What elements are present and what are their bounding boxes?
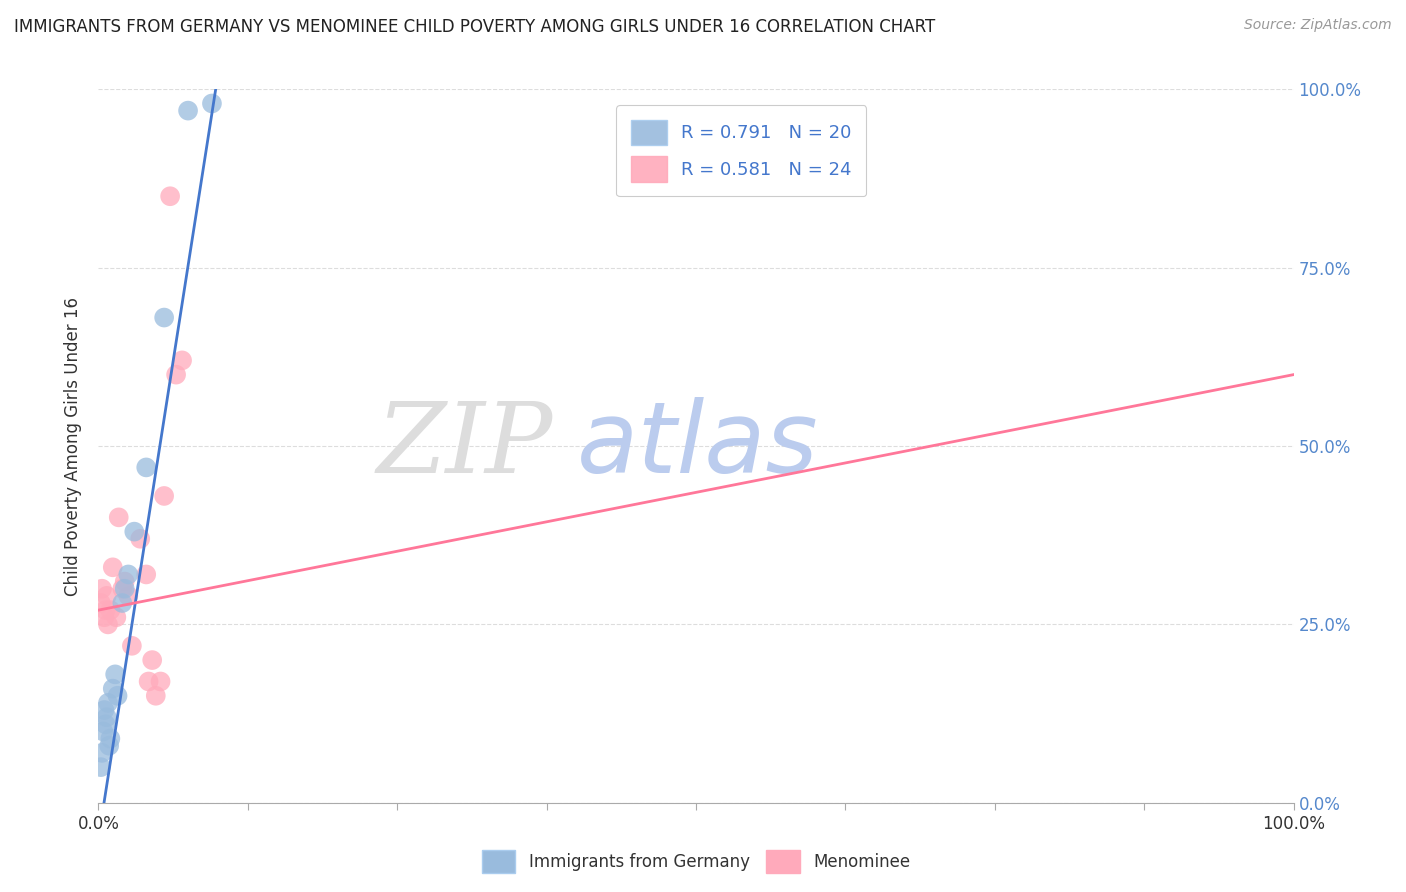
Point xyxy=(90,596,112,610)
Point xyxy=(114,574,136,589)
Point xyxy=(91,724,114,739)
Point xyxy=(93,703,115,717)
Point xyxy=(153,489,176,503)
Point xyxy=(201,96,224,111)
Point xyxy=(172,353,194,368)
Text: ZIP: ZIP xyxy=(377,399,553,493)
Point xyxy=(93,610,115,624)
Point xyxy=(138,674,160,689)
Y-axis label: Child Poverty Among Girls Under 16: Child Poverty Among Girls Under 16 xyxy=(65,296,83,596)
Point xyxy=(117,567,139,582)
Text: atlas: atlas xyxy=(576,398,818,494)
Point xyxy=(124,524,146,539)
Legend: Immigrants from Germany, Menominee: Immigrants from Germany, Menominee xyxy=(475,843,917,880)
Point xyxy=(135,567,157,582)
Point xyxy=(98,731,122,746)
Point xyxy=(96,589,118,603)
Point xyxy=(111,582,134,596)
Point xyxy=(101,560,124,574)
Point xyxy=(96,710,118,724)
Point xyxy=(91,582,114,596)
Point xyxy=(91,746,114,760)
Point xyxy=(98,603,122,617)
Point xyxy=(111,596,134,610)
Point xyxy=(117,589,139,603)
Point xyxy=(105,610,128,624)
Point xyxy=(165,368,187,382)
Point xyxy=(135,460,157,475)
Point xyxy=(101,681,124,696)
Point xyxy=(149,674,172,689)
Point xyxy=(94,603,117,617)
Point xyxy=(107,689,129,703)
Point xyxy=(104,667,127,681)
Point xyxy=(97,696,120,710)
Point xyxy=(159,189,181,203)
Text: Source: ZipAtlas.com: Source: ZipAtlas.com xyxy=(1244,18,1392,32)
Point xyxy=(121,639,143,653)
Text: IMMIGRANTS FROM GERMANY VS MENOMINEE CHILD POVERTY AMONG GIRLS UNDER 16 CORRELAT: IMMIGRANTS FROM GERMANY VS MENOMINEE CHI… xyxy=(14,18,935,36)
Point xyxy=(114,582,136,596)
Point xyxy=(153,310,176,325)
Point xyxy=(141,653,163,667)
Point xyxy=(177,103,200,118)
Point xyxy=(129,532,152,546)
Point xyxy=(97,617,120,632)
Point xyxy=(90,760,112,774)
Point xyxy=(98,739,121,753)
Point xyxy=(107,510,129,524)
Point xyxy=(94,717,117,731)
Point xyxy=(145,689,167,703)
